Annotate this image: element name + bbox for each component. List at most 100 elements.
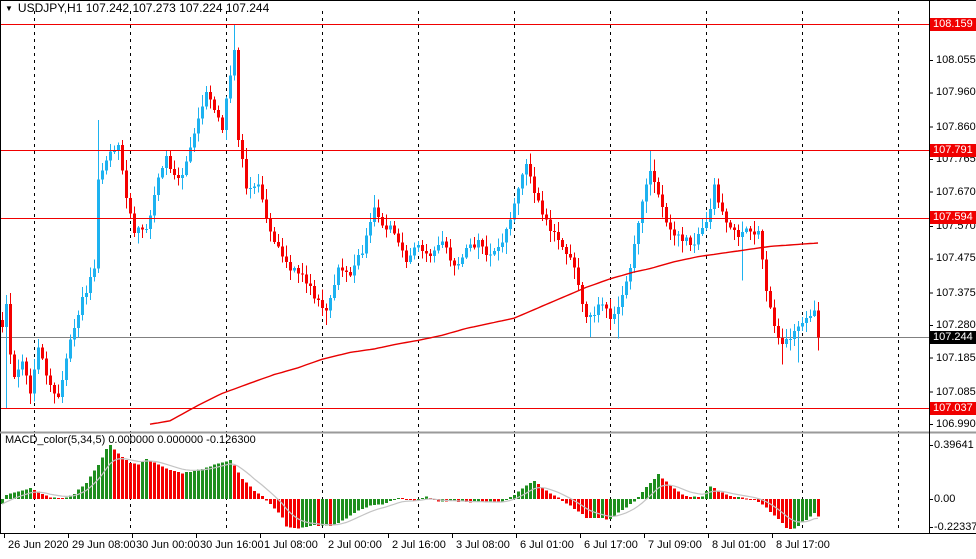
macd-histogram-bar bbox=[329, 499, 332, 526]
macd-histogram-bar bbox=[9, 493, 12, 499]
macd-histogram-bar bbox=[737, 496, 740, 499]
candle bbox=[21, 361, 24, 370]
macd-histogram-bar bbox=[485, 499, 488, 503]
time-tick-label: 1 Jul 08:00 bbox=[264, 539, 318, 551]
price-tick-label: 107.375 bbox=[936, 287, 976, 299]
macd-histogram-bar bbox=[729, 496, 732, 499]
macd-histogram-bar bbox=[805, 499, 808, 520]
candle bbox=[245, 158, 248, 189]
candle bbox=[277, 241, 280, 247]
macd-histogram-bar bbox=[593, 499, 596, 519]
candle bbox=[597, 304, 600, 315]
macd-histogram-bar bbox=[601, 499, 604, 519]
macd-histogram-bar bbox=[537, 483, 540, 499]
macd-histogram-bar bbox=[797, 499, 800, 526]
candle bbox=[237, 49, 240, 141]
macd-histogram-bar bbox=[681, 494, 684, 499]
macd-histogram-bar bbox=[521, 488, 524, 499]
macd-histogram-bar bbox=[373, 499, 376, 506]
candle bbox=[473, 244, 476, 248]
macd-histogram-bar bbox=[233, 465, 236, 499]
macd-histogram-bar bbox=[313, 499, 316, 525]
price-tick-label: 107.185 bbox=[936, 352, 976, 364]
time-tick-label: 2 Jul 00:00 bbox=[328, 539, 382, 551]
candle bbox=[713, 184, 716, 210]
time-tick-label: 6 Jul 17:00 bbox=[584, 539, 638, 551]
macd-histogram-bar bbox=[661, 478, 664, 499]
macd-histogram-bar bbox=[633, 499, 636, 502]
candle bbox=[353, 265, 356, 276]
candle bbox=[405, 250, 408, 263]
candle bbox=[461, 257, 464, 265]
candle bbox=[165, 155, 168, 168]
macd-histogram-bar bbox=[545, 490, 548, 499]
macd-histogram-bar bbox=[93, 470, 96, 499]
macd-histogram-bar bbox=[53, 497, 56, 499]
candle bbox=[49, 375, 52, 386]
macd-histogram-bar bbox=[701, 496, 704, 499]
price-tick-label: 108.055 bbox=[936, 54, 976, 66]
macd-histogram-bar bbox=[377, 499, 380, 505]
macd-histogram-bar bbox=[725, 494, 728, 499]
macd-axis-label: 0.39641 bbox=[934, 439, 974, 451]
hline-price-label: 107.791 bbox=[930, 144, 976, 157]
candle bbox=[213, 99, 216, 111]
macd-histogram-bar bbox=[713, 488, 716, 499]
macd-histogram-bar bbox=[161, 466, 164, 499]
macd-histogram-bar bbox=[229, 460, 232, 499]
price-tick-label: 107.670 bbox=[936, 186, 976, 198]
macd-histogram-bar bbox=[205, 467, 208, 499]
candle bbox=[689, 237, 692, 245]
candle bbox=[361, 253, 364, 256]
hline-price-label: 108.159 bbox=[930, 18, 976, 31]
macd-histogram-bar bbox=[213, 464, 216, 499]
candle bbox=[477, 240, 480, 248]
candle bbox=[201, 106, 204, 119]
macd-histogram-bar bbox=[417, 499, 420, 500]
macd-histogram-bar bbox=[709, 486, 712, 499]
macd-histogram-bar bbox=[689, 497, 692, 499]
price-tick-label: 107.860 bbox=[936, 121, 976, 133]
macd-histogram-bar bbox=[809, 499, 812, 517]
candle bbox=[145, 228, 148, 230]
candle bbox=[33, 369, 36, 394]
candle bbox=[521, 174, 524, 189]
candle bbox=[625, 281, 628, 296]
macd-histogram-bar bbox=[425, 496, 428, 499]
candle bbox=[665, 206, 668, 223]
macd-histogram-bar bbox=[153, 462, 156, 499]
time-tick-label: 7 Jul 09:00 bbox=[648, 539, 702, 551]
macd-histogram-bar bbox=[569, 499, 572, 506]
macd-histogram-bar bbox=[13, 492, 16, 499]
candle bbox=[537, 193, 540, 201]
macd-histogram-bar bbox=[817, 499, 820, 517]
symbol-dropdown-icon[interactable]: ▼ bbox=[5, 4, 13, 13]
macd-histogram-bar bbox=[769, 499, 772, 512]
macd-histogram-bar bbox=[481, 499, 484, 502]
macd-histogram-bar bbox=[673, 488, 676, 499]
candle bbox=[541, 200, 544, 215]
macd-histogram-bar bbox=[489, 499, 492, 502]
candle bbox=[421, 244, 424, 252]
macd-histogram-bar bbox=[189, 471, 192, 499]
macd-histogram-bar bbox=[193, 470, 196, 499]
macd-histogram-bar bbox=[265, 499, 268, 501]
candle bbox=[185, 161, 188, 176]
macd-histogram-bar bbox=[317, 499, 320, 526]
macd-histogram-bar bbox=[345, 499, 348, 519]
macd-histogram-bar bbox=[413, 499, 416, 501]
macd-histogram-bar bbox=[393, 499, 396, 500]
candle bbox=[29, 375, 32, 394]
candle bbox=[281, 246, 284, 257]
candle bbox=[121, 145, 124, 171]
macd-histogram-bar bbox=[657, 474, 660, 499]
macd-histogram-bar bbox=[785, 499, 788, 528]
candle bbox=[369, 222, 372, 236]
macd-histogram-bar bbox=[761, 499, 764, 505]
candle bbox=[561, 239, 564, 248]
macd-histogram-bar bbox=[745, 498, 748, 500]
macd-histogram-bar bbox=[541, 487, 544, 499]
candle bbox=[649, 170, 652, 185]
